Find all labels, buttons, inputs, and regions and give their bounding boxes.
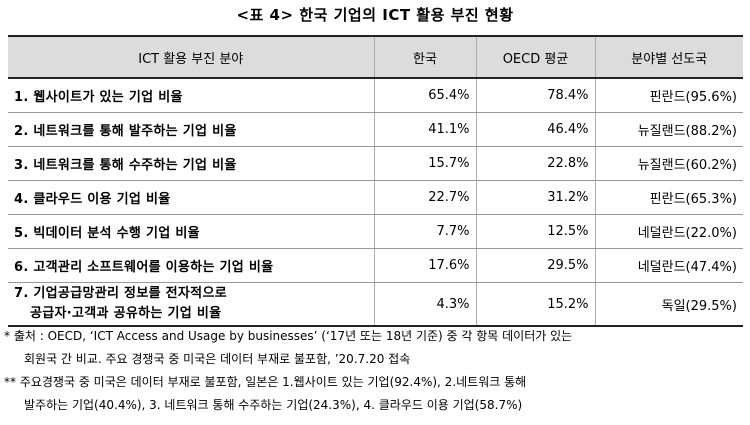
row-item: 1. 웹사이트가 있는 기업 비율 bbox=[8, 78, 374, 113]
row-item: 3. 네트워크를 통해 수주하는 기업 비율 bbox=[8, 146, 374, 181]
row-leader-country: 핀란드(65.3%) bbox=[594, 180, 743, 215]
table-row: 4. 클라우드 이용 기업 비율 22.7% 31.2% 핀란드(65.3%) bbox=[8, 180, 743, 215]
footnote-competitor-line1: ** 주요경쟁국 중 미국은 데이터 부재로 불포함, 일본은 1.웹사이트 있… bbox=[4, 375, 527, 389]
header-leader: 분야별 선도국 bbox=[594, 35, 743, 79]
row-item: 5. 빅데이터 분석 수행 기업 비율 bbox=[8, 214, 374, 249]
table-row: 7. 기업공급망관리 정보를 전자적으로 공급자·고객과 공유하는 기업 비율 … bbox=[8, 282, 743, 327]
row-oecd-value: 46.4% bbox=[475, 112, 595, 147]
row-item-line2: 공급자·고객과 공유하는 기업 비율 bbox=[30, 306, 222, 321]
footnote-competitor-line2: 발주하는 기업(40.4%), 3. 네트워크 통해 수주하는 기업(24.3%… bbox=[24, 398, 523, 412]
row-leader-country: 네덜란드(22.0%) bbox=[594, 214, 743, 249]
row-item: 6. 고객관리 소프트웨어를 이용하는 기업 비율 bbox=[8, 248, 374, 283]
row-korea-value: 17.6% bbox=[373, 248, 476, 283]
row-leader-country: 독일(29.5%) bbox=[594, 282, 743, 327]
row-oecd-value: 12.5% bbox=[475, 214, 595, 249]
footnotes: * 출처 : OECD, ‘ICT Access and Usage by bu… bbox=[4, 325, 746, 417]
row-korea-value: 15.7% bbox=[373, 146, 476, 181]
table-row: 3. 네트워크를 통해 수주하는 기업 비율 15.7% 22.8% 뉴질랜드(… bbox=[8, 146, 743, 181]
row-item: 7. 기업공급망관리 정보를 전자적으로 공급자·고객과 공유하는 기업 비율 bbox=[8, 282, 374, 327]
table-title: <표 4> 한국 기업의 ICT 활용 부진 현황 bbox=[236, 6, 514, 24]
row-oecd-value: 29.5% bbox=[475, 248, 595, 283]
table-row: 1. 웹사이트가 있는 기업 비율 65.4% 78.4% 핀란드(95.6%) bbox=[8, 78, 743, 113]
header-field: ICT 활용 부진 분야 bbox=[8, 35, 374, 79]
row-item: 4. 클라우드 이용 기업 비율 bbox=[8, 180, 374, 215]
footnote-source-line1: * 출처 : OECD, ‘ICT Access and Usage by bu… bbox=[4, 329, 573, 343]
row-oecd-value: 22.8% bbox=[475, 146, 595, 181]
row-korea-value: 65.4% bbox=[373, 78, 476, 113]
header-oecd: OECD 평균 bbox=[475, 35, 595, 79]
row-korea-value: 22.7% bbox=[373, 180, 476, 215]
table-row: 2. 네트워크를 통해 발주하는 기업 비율 41.1% 46.4% 뉴질랜드(… bbox=[8, 112, 743, 147]
row-oecd-value: 78.4% bbox=[475, 78, 595, 113]
table-header-row: ICT 활용 부진 분야 한국 OECD 평균 분야별 선도국 bbox=[8, 35, 743, 79]
row-item: 2. 네트워크를 통해 발주하는 기업 비율 bbox=[8, 112, 374, 147]
table-row: 6. 고객관리 소프트웨어를 이용하는 기업 비율 17.6% 29.5% 네덜… bbox=[8, 248, 743, 283]
ict-usage-table: ICT 활용 부진 분야 한국 OECD 평균 분야별 선도국 1. 웹사이트가… bbox=[8, 35, 743, 327]
row-leader-country: 핀란드(95.6%) bbox=[594, 78, 743, 113]
row-korea-value: 41.1% bbox=[373, 112, 476, 147]
header-korea: 한국 bbox=[373, 35, 476, 79]
row-leader-country: 뉴질랜드(60.2%) bbox=[594, 146, 743, 181]
row-korea-value: 4.3% bbox=[373, 282, 476, 327]
row-leader-country: 뉴질랜드(88.2%) bbox=[594, 112, 743, 147]
footnote-source-line2: 회원국 간 비교. 주요 경쟁국 중 미국은 데이터 부재로 불포함, ’20.… bbox=[24, 352, 411, 366]
row-oecd-value: 31.2% bbox=[475, 180, 595, 215]
row-oecd-value: 15.2% bbox=[475, 282, 595, 327]
table-row: 5. 빅데이터 분석 수행 기업 비율 7.7% 12.5% 네덜란드(22.0… bbox=[8, 214, 743, 249]
row-leader-country: 네덜란드(47.4%) bbox=[594, 248, 743, 283]
row-korea-value: 7.7% bbox=[373, 214, 476, 249]
row-item-line1: 7. 기업공급망관리 정보를 전자적으로 bbox=[14, 286, 227, 301]
